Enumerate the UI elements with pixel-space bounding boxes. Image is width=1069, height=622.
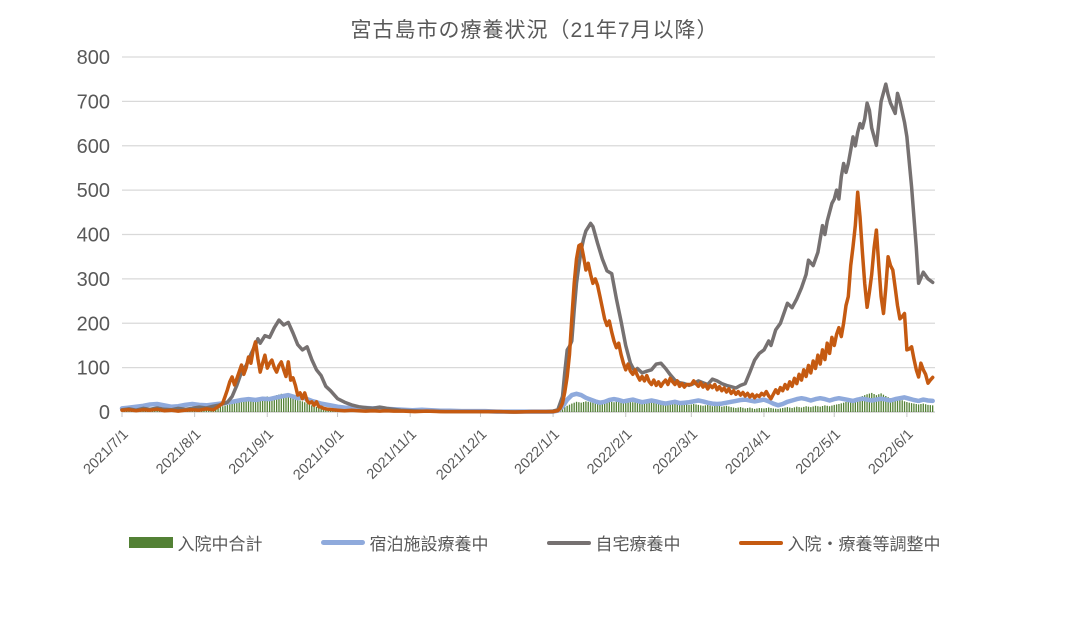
legend-swatch-hospitalized-total <box>128 537 173 548</box>
legend-label-hotel-care: 宿泊施設療養中 <box>369 535 489 554</box>
series-hotel-care <box>119 391 935 414</box>
legend-swatch-adjusting <box>738 540 783 545</box>
svg-text:600: 600 <box>77 136 110 158</box>
svg-text:2021/11/1: 2021/11/1 <box>364 427 420 483</box>
svg-text:2022/4/1: 2022/4/1 <box>723 427 774 478</box>
svg-text:2022/5/1: 2022/5/1 <box>793 427 844 478</box>
legend-label-adjusting: 入院・療養等調整中 <box>787 535 941 554</box>
series-adjusting <box>120 190 935 414</box>
legend-label-home-care: 自宅療養中 <box>595 535 681 554</box>
svg-text:2022/1/1: 2022/1/1 <box>512 427 563 478</box>
svg-text:300: 300 <box>77 269 110 291</box>
chart-title: 宮古島市の療養状況（21年7月以降） <box>350 19 719 42</box>
legend-item-adjusting: 入院・療養等調整中 <box>738 530 941 555</box>
svg-text:2021/9/1: 2021/9/1 <box>226 427 277 478</box>
series-home-care <box>120 82 935 414</box>
gridlines <box>122 56 935 413</box>
svg-text:2022/2/1: 2022/2/1 <box>584 427 635 478</box>
svg-text:2021/7/1: 2021/7/1 <box>81 427 132 478</box>
legend-label-hospitalized-total: 入院中合計 <box>177 535 263 554</box>
x-axis-labels: 2021/7/1 2021/8/1 2021/9/1 2021/10/1 2021/11… <box>81 412 917 483</box>
svg-text:700: 700 <box>77 91 110 113</box>
svg-text:2022/6/1: 2022/6/1 <box>865 427 916 478</box>
legend-item-hotel-care: 宿泊施設療養中 <box>320 530 489 555</box>
svg-text:2021/12/1: 2021/12/1 <box>433 427 490 484</box>
svg-text:100: 100 <box>77 358 110 380</box>
legend-item-home-care: 自宅療養中 <box>546 530 681 555</box>
legend: 入院中合計 宿泊施設療養中 自宅療養中 入院・療養等調整中 <box>0 530 1069 555</box>
svg-text:500: 500 <box>77 180 110 202</box>
svg-text:0: 0 <box>99 402 110 424</box>
svg-text:2021/10/1: 2021/10/1 <box>290 427 347 484</box>
legend-swatch-hotel-care <box>320 540 365 545</box>
y-axis-labels: 0 100 200 300 400 500 600 700 800 <box>77 47 110 424</box>
legend-item-hospitalized-total: 入院中合計 <box>128 530 263 555</box>
svg-text:400: 400 <box>77 225 110 247</box>
svg-text:2022/3/1: 2022/3/1 <box>650 427 701 478</box>
svg-text:800: 800 <box>77 47 110 69</box>
svg-text:2021/8/1: 2021/8/1 <box>153 427 204 478</box>
legend-swatch-home-care <box>546 540 591 545</box>
svg-text:200: 200 <box>77 313 110 335</box>
